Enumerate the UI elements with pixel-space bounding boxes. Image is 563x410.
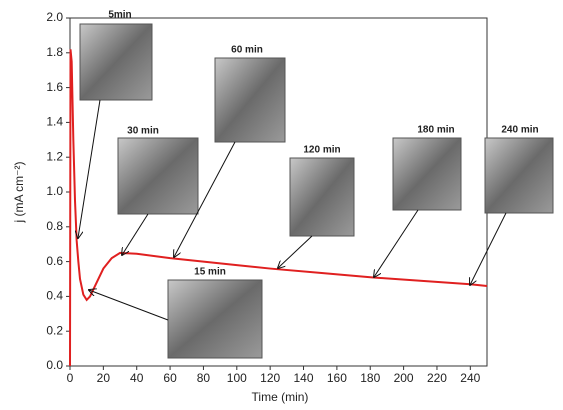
y-tick-label: 1.8 bbox=[46, 45, 63, 59]
annotation-arrow bbox=[374, 210, 418, 277]
y-tick-label: 0.0 bbox=[46, 358, 63, 372]
x-tick-label: 140 bbox=[294, 371, 314, 385]
annotation: 5min bbox=[108, 10, 131, 21]
sem-image bbox=[290, 158, 354, 236]
x-tick-label: 100 bbox=[227, 371, 247, 385]
y-tick-label: 0.6 bbox=[46, 254, 63, 268]
page: {"chart_data": { "type": "line", "x_labe… bbox=[0, 0, 563, 410]
y-tick-label: 0.2 bbox=[46, 323, 63, 337]
x-axis-label: Time (min) bbox=[252, 390, 309, 404]
annotation: 180 min bbox=[417, 125, 454, 136]
y-tick-label: 1.6 bbox=[46, 80, 63, 94]
x-tick-label: 240 bbox=[460, 371, 480, 385]
x-tick-label: 40 bbox=[130, 371, 144, 385]
x-tick-label: 180 bbox=[360, 371, 380, 385]
y-tick-label: 0.8 bbox=[46, 219, 63, 233]
y-axis-label: j (mA cm⁻²) bbox=[12, 162, 26, 224]
annotation: 120 min bbox=[303, 145, 340, 156]
chart: Time (min) j (mA cm⁻²) 0 20 40 60 80 100 120 14… bbox=[0, 0, 563, 410]
sem-image bbox=[485, 138, 553, 213]
annotation-arrow bbox=[278, 236, 312, 268]
x-tick-label: 60 bbox=[163, 371, 177, 385]
annotation-arrow bbox=[78, 100, 100, 238]
y-tick-label: 0.4 bbox=[46, 289, 63, 303]
annotation-arrow bbox=[470, 213, 506, 285]
sem-image bbox=[393, 138, 461, 210]
y-tick-label: 1.2 bbox=[46, 149, 63, 163]
annotation: 240 min bbox=[501, 125, 538, 136]
sem-image bbox=[80, 24, 152, 100]
x-tick-label: 120 bbox=[260, 371, 280, 385]
sem-image bbox=[215, 58, 285, 142]
y-tick-label: 1.0 bbox=[46, 184, 63, 198]
annotation: 60 min bbox=[231, 45, 263, 56]
sem-image bbox=[168, 280, 262, 358]
x-tick-label: 220 bbox=[427, 371, 447, 385]
x-tick-label: 20 bbox=[97, 371, 111, 385]
y-tick-label: 2.0 bbox=[46, 10, 63, 24]
x-tick-label: 160 bbox=[327, 371, 347, 385]
x-tick-label: 80 bbox=[197, 371, 211, 385]
annotation-arrow bbox=[122, 214, 148, 255]
annotation-arrow bbox=[89, 290, 168, 320]
annotation: 15 min bbox=[194, 267, 226, 278]
sem-image bbox=[118, 138, 198, 214]
x-tick-label: 200 bbox=[394, 371, 414, 385]
annotation: 30 min bbox=[127, 126, 159, 137]
y-tick-label: 1.4 bbox=[46, 115, 63, 129]
x-tick-label: 0 bbox=[67, 371, 74, 385]
